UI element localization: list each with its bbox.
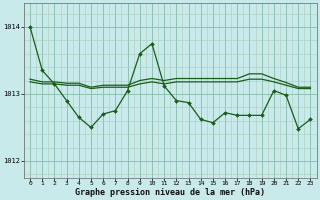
X-axis label: Graphe pression niveau de la mer (hPa): Graphe pression niveau de la mer (hPa) bbox=[75, 188, 265, 197]
